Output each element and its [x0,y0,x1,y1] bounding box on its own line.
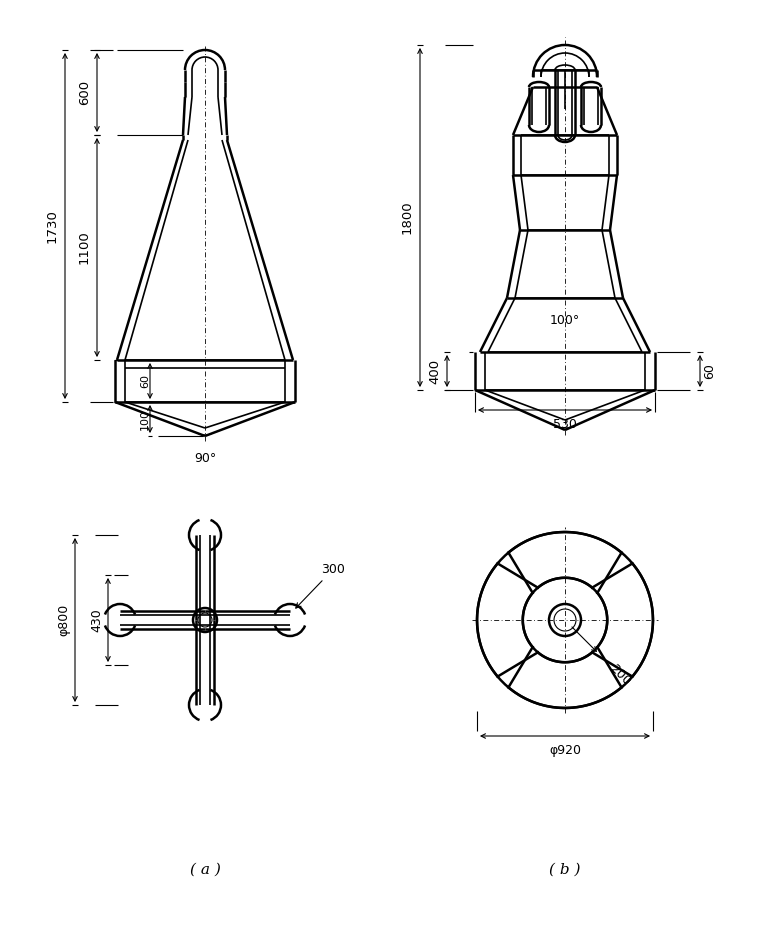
Text: φ920: φ920 [549,744,581,757]
Text: 1730: 1730 [46,209,59,243]
Text: 1800: 1800 [401,201,414,234]
Text: 430: 430 [90,608,103,631]
Text: 1100: 1100 [78,231,91,264]
Text: 530: 530 [553,418,577,431]
Text: 100: 100 [140,408,150,430]
Text: 400: 400 [428,358,441,383]
Text: 60: 60 [140,374,150,388]
Text: ( b ): ( b ) [549,863,581,877]
Text: 600: 600 [78,80,91,105]
Text: φ800: φ800 [57,604,70,636]
Text: 90°: 90° [194,452,216,465]
Text: 100°: 100° [550,313,580,326]
Text: 200: 200 [607,662,633,688]
Text: 300: 300 [296,563,345,608]
Text: ( a ): ( a ) [189,863,220,877]
Text: 60: 60 [703,363,716,379]
